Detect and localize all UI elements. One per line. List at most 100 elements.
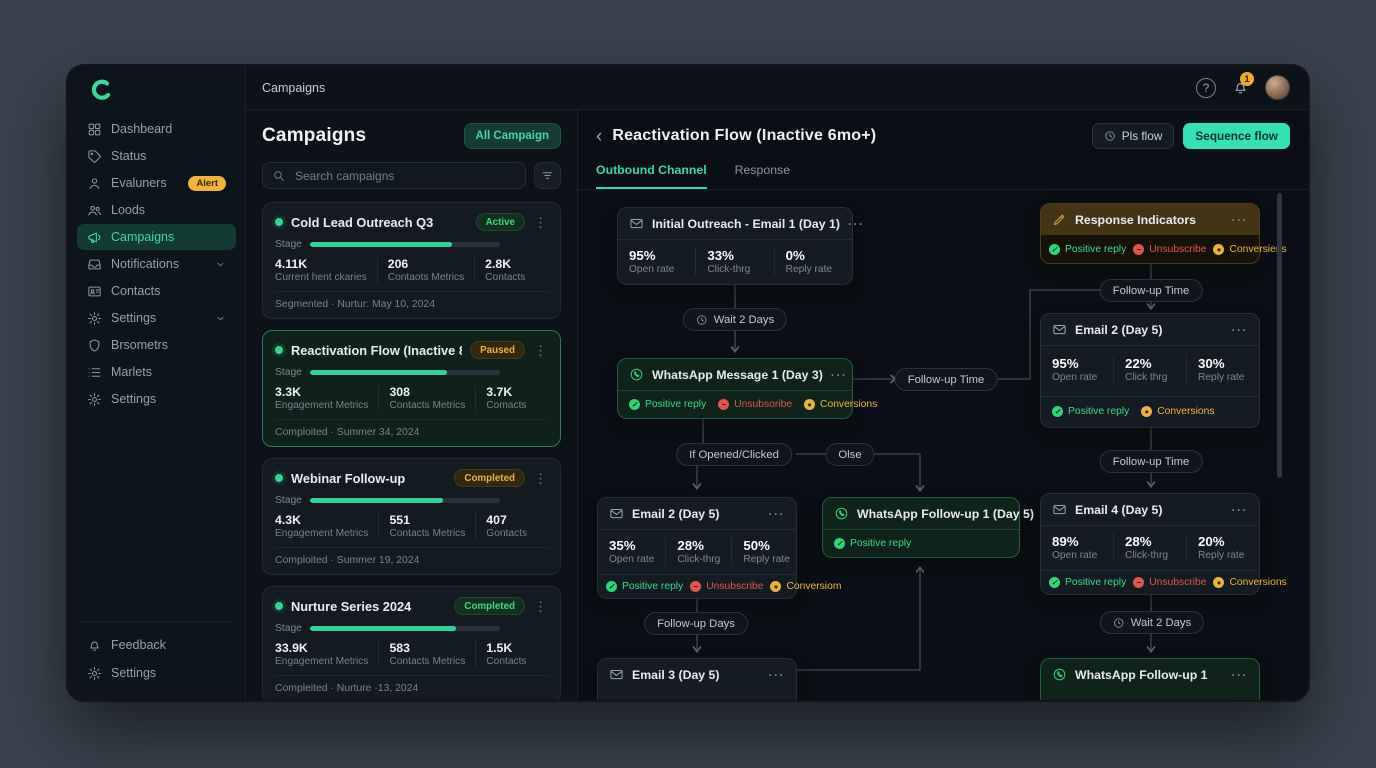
notification-count-badge: 1 — [1240, 72, 1254, 86]
card-stat: 407 Gontacts — [475, 513, 548, 539]
filter-button[interactable] — [534, 162, 561, 189]
tag-conversions: ● Conversiom — [770, 581, 841, 592]
sidebar-item-status[interactable]: Status — [77, 143, 236, 169]
node-menu-button[interactable]: ··· — [1231, 322, 1248, 337]
campaign-card-reactivation-flow[interactable]: Reactivation Flow (Inactive 8mo+) Paused… — [262, 330, 561, 447]
status-dot — [275, 346, 283, 354]
flow-node-email-2-mid[interactable]: Email 2 (Day 5) ··· 35% Open rate 28% Clic… — [597, 497, 841, 599]
notifications-button[interactable]: 1 — [1232, 72, 1254, 96]
pencil-icon — [1052, 212, 1067, 227]
tag-conversions: ● Conversions — [1213, 577, 1287, 588]
node-stat: 35% Open rate — [609, 538, 655, 565]
bell-icon — [1234, 83, 1247, 94]
sidebar-item-settings-footer[interactable]: Settings — [77, 660, 236, 686]
flow-node-email-4[interactable]: Email 4 (Day 5) ··· 89% Open rate 28% Clic… — [1040, 493, 1287, 595]
node-menu-button[interactable]: ··· — [847, 216, 865, 231]
card-stat: 2.8K Contacts — [474, 257, 548, 283]
sidebar-item-settings[interactable]: Settings — [77, 305, 236, 331]
node-title: Initial Outreach - Email 1 (Day 1) — [652, 216, 840, 231]
card-menu-button[interactable]: ⋮ — [534, 214, 547, 230]
node-menu-button[interactable]: ··· — [768, 667, 785, 682]
node-menu-button[interactable]: ··· — [830, 367, 848, 382]
node-title: WhatsApp Follow-up 1 — [1075, 667, 1208, 682]
whatsapp-icon — [629, 367, 644, 382]
flow-canvas[interactable]: Initial Outreach - Email 1 (Day 1) ··· 9… — [578, 186, 1308, 700]
followup-time-pill-1[interactable]: Follow-up Time — [1099, 279, 1203, 302]
search-input[interactable] — [293, 167, 516, 184]
sidebar-item-dashboard[interactable]: Dashbeard — [77, 116, 236, 142]
flow-title: Reactivation Flow (Inactive 6mo+) — [612, 127, 877, 144]
followup-time-pill-2[interactable]: Follow-up Time — [1099, 450, 1203, 473]
whatsapp-icon — [834, 506, 849, 521]
all-campaign-button[interactable]: All Campaign — [463, 123, 561, 149]
flow-node-whatsapp-followup-day5[interactable]: WhatsApp Follow-up 1 (Day 5) ··· ✓Positi… — [822, 497, 1057, 558]
email-icon — [1052, 322, 1067, 337]
stage-label: Stage — [275, 367, 302, 378]
tab-response[interactable]: Response — [734, 163, 791, 177]
sidebar-item-loods[interactable]: Loods — [77, 197, 236, 223]
tag-positive-reply: ✓ Positive reply — [1049, 244, 1126, 255]
node-menu-button[interactable]: ··· — [1231, 502, 1248, 517]
sidebar-item-label: Marlets — [111, 365, 152, 379]
sidebar-item-label: Loods — [111, 203, 146, 217]
followup-days-pill[interactable]: Follow-up Days — [644, 612, 748, 635]
if-opened-clicked-pill[interactable]: If Opened/Clicked — [676, 443, 792, 466]
flow-node-response-indicators[interactable]: Response Indicators ··· ✓ Positive reply … — [1040, 203, 1287, 264]
card-stat: 308 Contacts Metrics — [378, 385, 475, 411]
clock-icon — [1105, 131, 1115, 141]
flow-node-initial-outreach[interactable]: Initial Outreach - Email 1 (Day 1) ··· 9… — [617, 207, 863, 285]
stage-label: Stage — [275, 623, 302, 634]
sidebar-item-label: Dashbeard — [111, 122, 173, 136]
card-menu-button[interactable]: ⋮ — [534, 598, 547, 614]
sidebar-item-notifications[interactable]: Notifications — [77, 251, 236, 277]
card-menu-button[interactable]: ⋮ — [534, 470, 547, 486]
flow-scrollbar[interactable] — [1277, 193, 1282, 478]
sidebar-item-evaluners[interactable]: Evaluners Alert — [77, 170, 236, 196]
campaign-card-nurture-series[interactable]: Nurture Series 2024 Completed ⋮ Stage 33… — [262, 586, 561, 700]
campaign-title: Reactivation Flow (Inactive 8mo+) — [291, 342, 462, 358]
sidebar-item-label: Notifications — [111, 257, 180, 271]
wait-pill-2[interactable]: Wait 2 Days — [1099, 611, 1205, 634]
help-button[interactable]: ? — [1196, 77, 1216, 98]
sidebar-item-marlets[interactable]: Marlets — [77, 359, 236, 385]
campaign-card-webinar-followup[interactable]: Webinar Follow-up Completed ⋮ Stage 4.3K… — [262, 458, 561, 575]
flow-node-whatsapp-message-1[interactable]: WhatsApp Message 1 (Day 3) ··· ✓ Positive… — [617, 358, 877, 419]
flow-panel: ‹ Reactivation Flow (Inactive 6mo+) Pls … — [578, 110, 1308, 700]
flow-node-email-3[interactable]: Email 3 (Day 5) ··· — [597, 658, 797, 700]
sidebar-item-label: Status — [111, 149, 147, 163]
app-window: Dashbeard Status Evaluners Alert Loods C… — [68, 66, 1308, 700]
pls-flow-button[interactable]: Pls flow — [1091, 123, 1175, 149]
topbar: Campaigns ? 1 — [246, 66, 1308, 110]
status-dot — [275, 474, 283, 482]
campaign-card-cold-lead[interactable]: Cold Lead Outreach Q3 Active ⋮ Stage 4.1… — [262, 202, 561, 319]
sidebar-item-campaigns[interactable]: Campaigns — [77, 224, 236, 250]
node-menu-button[interactable]: ··· — [1231, 212, 1248, 227]
node-menu-button[interactable]: ··· — [768, 506, 785, 521]
olse-pill[interactable]: Olse — [825, 443, 875, 466]
sidebar-item-settings-2[interactable]: Settings — [77, 386, 236, 412]
node-menu-button[interactable]: ··· — [1231, 667, 1248, 682]
wait-pill[interactable]: Wait 2 Days — [682, 308, 788, 331]
sidebar-item-feedback[interactable]: Feedback — [77, 632, 236, 658]
flow-node-email-2-right[interactable]: Email 2 (Day 5) ··· 95% Open rate 22% Clic… — [1040, 313, 1260, 428]
tab-outbound-channel[interactable]: Outbound Channel — [596, 163, 707, 189]
tag-unsubscribe: − Unsubsoribe — [718, 399, 792, 410]
card-menu-button[interactable]: ⋮ — [534, 342, 547, 358]
filter-icon — [542, 172, 553, 179]
list-icon — [87, 365, 102, 380]
flow-node-whatsapp-followup-bottom[interactable]: WhatsApp Follow-up 1 ··· — [1040, 658, 1260, 700]
campaign-title: Webinar Follow-up — [291, 470, 406, 486]
back-button[interactable]: ‹ — [596, 125, 603, 147]
sidebar-item-brsometrs[interactable]: Brsometrs — [77, 332, 236, 358]
email-icon — [629, 216, 644, 231]
search-box[interactable] — [262, 162, 526, 189]
flow-tabs: Outbound Channel Response — [578, 149, 1308, 190]
node-stat: 22% Click thrg — [1113, 355, 1186, 384]
sidebar-item-contacts[interactable]: Contacts — [77, 278, 236, 304]
avatar[interactable] — [1265, 75, 1290, 100]
progress-bar — [309, 498, 500, 503]
sequence-flow-button[interactable]: Sequence flow — [1183, 123, 1290, 149]
tag-conversions: ● Conversiens — [1213, 244, 1287, 255]
search-icon — [274, 171, 284, 181]
followup-time-pill-mid[interactable]: Follow-up Time — [894, 368, 998, 391]
